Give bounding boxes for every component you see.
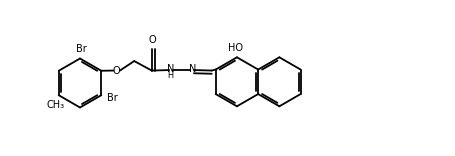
Text: HO: HO xyxy=(228,42,243,53)
Text: H: H xyxy=(167,71,173,80)
Text: N: N xyxy=(188,64,196,74)
Text: Br: Br xyxy=(106,93,117,103)
Text: O: O xyxy=(148,35,156,45)
Text: N: N xyxy=(167,63,174,73)
Text: CH₃: CH₃ xyxy=(46,100,65,110)
Text: Br: Br xyxy=(76,44,86,54)
Text: O: O xyxy=(113,66,120,76)
